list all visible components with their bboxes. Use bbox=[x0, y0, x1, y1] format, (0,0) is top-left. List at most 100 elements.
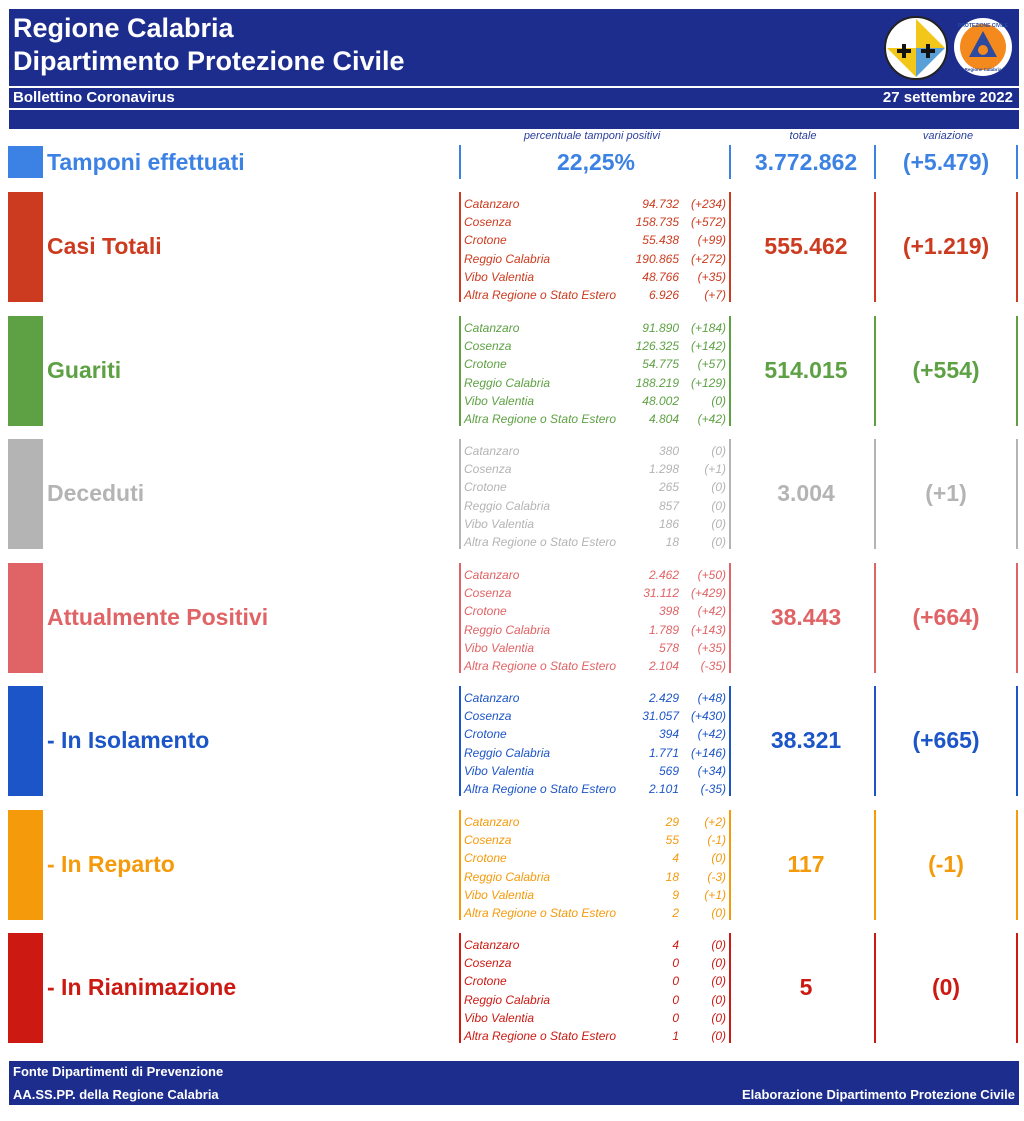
province-value: 190.865 bbox=[635, 251, 679, 266]
footer-credit: Elaborazione Dipartimento Protezione Civ… bbox=[741, 1087, 1015, 1102]
section-in-reparto: - In Reparto Catanzaro 29 (+2) Cosenza 55 (-1)… bbox=[8, 810, 1020, 920]
province-delta: (0) bbox=[711, 1010, 726, 1025]
province-row: Cosenza 31.057 (+430) bbox=[464, 707, 728, 725]
province-name: Reggio Calabria bbox=[464, 498, 551, 513]
province-name: Vibo Valentia bbox=[464, 1010, 535, 1025]
province-delta: (+34) bbox=[697, 763, 726, 778]
province-row: Catanzaro 4 (0) bbox=[464, 936, 728, 954]
column-divider bbox=[729, 316, 731, 426]
province-value: 48.766 bbox=[642, 269, 679, 284]
column-divider bbox=[729, 563, 731, 673]
section-in-rianimazione: - In Rianimazione Catanzaro 4 (0) Cosenza 0 (0… bbox=[8, 933, 1020, 1043]
province-delta: (+430) bbox=[690, 709, 726, 724]
province-row: Crotone 394 (+42) bbox=[464, 725, 728, 743]
province-name: Catanzaro bbox=[464, 938, 520, 952]
province-row: Cosenza 31.112 (+429) bbox=[464, 584, 728, 602]
province-delta: (+1) bbox=[704, 462, 726, 477]
province-name: Vibo Valentia bbox=[464, 516, 535, 531]
section-swatch bbox=[8, 563, 43, 673]
province-row: Reggio Calabria 18 (-3) bbox=[464, 868, 728, 886]
province-delta: (+50) bbox=[697, 568, 726, 582]
column-divider bbox=[729, 192, 731, 302]
footer-banner: Fonte Dipartimenti di Prevenzione AA.SS.… bbox=[9, 1061, 1019, 1105]
column-divider bbox=[874, 439, 876, 549]
section-variation: (+1) bbox=[925, 480, 967, 506]
province-value: 0 bbox=[672, 1010, 679, 1025]
province-row: Altra Regione o Stato Estero 18 (0) bbox=[464, 533, 728, 551]
section-swatch bbox=[8, 933, 43, 1043]
column-divider bbox=[459, 145, 461, 179]
tamponi-percent: 22,25% bbox=[556, 149, 635, 175]
province-row: Reggio Calabria 857 (0) bbox=[464, 497, 728, 515]
province-delta: (+572) bbox=[690, 215, 726, 230]
province-name: Vibo Valentia bbox=[464, 393, 535, 408]
province-row: Vibo Valentia 48.002 (0) bbox=[464, 392, 728, 410]
province-value: 48.002 bbox=[642, 393, 679, 408]
province-name: Altra Regione o Stato Estero bbox=[464, 659, 617, 673]
column-divider bbox=[459, 192, 461, 302]
province-breakdown: Catanzaro 91.890 (+184) Cosenza 126.325 (+142… bbox=[464, 319, 728, 426]
province-value: 578 bbox=[658, 640, 679, 655]
province-delta: (+35) bbox=[697, 269, 726, 284]
province-row: Crotone 265 (0) bbox=[464, 478, 728, 496]
province-name: Crotone bbox=[464, 233, 507, 248]
header-title-region: Regione Calabria bbox=[13, 13, 234, 43]
province-value: 4 bbox=[672, 938, 679, 952]
province-row: Catanzaro 2.462 (+50) bbox=[464, 566, 728, 584]
column-divider bbox=[729, 933, 731, 1043]
province-name: Crotone bbox=[464, 851, 507, 866]
column-divider bbox=[1016, 810, 1018, 920]
province-value: 4.804 bbox=[648, 412, 679, 426]
section-swatch bbox=[8, 192, 43, 302]
section-variation: (+664) bbox=[912, 604, 980, 630]
province-value: 2 bbox=[672, 906, 679, 920]
province-name: Altra Regione o Stato Estero bbox=[464, 782, 617, 796]
province-row: Crotone 398 (+42) bbox=[464, 602, 728, 620]
section-swatch bbox=[8, 316, 43, 426]
column-divider bbox=[1016, 145, 1018, 179]
province-value: 1 bbox=[672, 1029, 679, 1043]
province-delta: (-1) bbox=[707, 833, 726, 848]
province-delta: (0) bbox=[711, 498, 726, 513]
province-delta: (+2) bbox=[704, 815, 726, 829]
province-row: Catanzaro 2.429 (+48) bbox=[464, 689, 728, 707]
section-attualmente-positivi: Attualmente Positivi Catanzaro 2.462 (+50) C… bbox=[8, 563, 1020, 673]
province-value: 158.735 bbox=[635, 215, 679, 230]
province-row: Altra Regione o Stato Estero 6.926 (+7) bbox=[464, 286, 728, 304]
province-value: 1.298 bbox=[648, 462, 679, 477]
province-value: 18 bbox=[665, 869, 679, 884]
logo-text-top: PROTEZIONE CIVILE bbox=[958, 23, 1009, 29]
section-guariti: Guariti Catanzaro 91.890 (+184) Cosenza 126.3… bbox=[8, 316, 1020, 426]
province-name: Crotone bbox=[464, 604, 507, 619]
province-value: 29 bbox=[665, 815, 679, 829]
province-value: 2.101 bbox=[648, 782, 679, 796]
column-header-total: totale bbox=[789, 130, 817, 142]
province-delta: (0) bbox=[711, 480, 726, 495]
province-value: 6.926 bbox=[648, 288, 679, 302]
section-swatch bbox=[8, 439, 43, 549]
province-name: Vibo Valentia bbox=[464, 269, 535, 284]
section-total: 555.462 bbox=[764, 233, 848, 259]
tamponi-variation: (+5.479) bbox=[902, 149, 990, 175]
province-delta: (+146) bbox=[690, 745, 726, 760]
province-breakdown: Catanzaro 380 (0) Cosenza 1.298 (+1) Crotone 26… bbox=[464, 442, 728, 549]
province-delta: (+35) bbox=[697, 640, 726, 655]
province-row: Altra Regione o Stato Estero 2.104 (-35) bbox=[464, 657, 728, 675]
province-name: Reggio Calabria bbox=[464, 375, 551, 390]
province-delta: (+42) bbox=[697, 727, 726, 742]
section-label: - In Isolamento bbox=[47, 727, 210, 753]
column-divider bbox=[874, 316, 876, 426]
column-divider bbox=[1016, 316, 1018, 426]
province-delta: (0) bbox=[711, 956, 726, 971]
province-name: Catanzaro bbox=[464, 815, 520, 829]
section-label: Casi Totali bbox=[47, 233, 162, 259]
column-divider bbox=[729, 145, 731, 179]
section-casi-totali: Casi Totali Catanzaro 94.732 (+234) Cosenza 1… bbox=[8, 192, 1020, 302]
province-name: Catanzaro bbox=[464, 568, 520, 582]
province-value: 857 bbox=[658, 498, 679, 513]
province-name: Reggio Calabria bbox=[464, 745, 551, 760]
province-row: Altra Regione o Stato Estero 4.804 (+42) bbox=[464, 410, 728, 428]
province-name: Vibo Valentia bbox=[464, 887, 535, 902]
province-row: Catanzaro 91.890 (+184) bbox=[464, 319, 728, 337]
province-value: 2.462 bbox=[648, 568, 679, 582]
